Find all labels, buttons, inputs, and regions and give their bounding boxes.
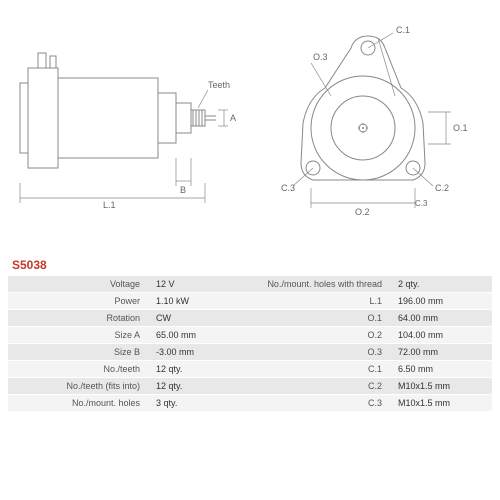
spec-label: Power bbox=[8, 293, 148, 310]
spec-value: 1.10 kW bbox=[148, 293, 250, 310]
spec-label: C.3 bbox=[250, 395, 390, 412]
dim-b-label: B bbox=[180, 185, 186, 195]
spec-label: Rotation bbox=[8, 310, 148, 327]
spec-label: Voltage bbox=[8, 276, 148, 293]
spec-value: CW bbox=[148, 310, 250, 327]
table-row: Size B-3.00 mmO.372.00 mm bbox=[8, 344, 492, 361]
dim-o2-label: O.2 bbox=[355, 207, 370, 217]
spec-value: 72.00 mm bbox=[390, 344, 492, 361]
dim-a-label: A bbox=[230, 113, 236, 123]
table-row: No./teeth (fits into)12 qty.C.2M10x1.5 m… bbox=[8, 378, 492, 395]
spec-label: O.1 bbox=[250, 310, 390, 327]
dim-o3-label: O.3 bbox=[313, 52, 328, 62]
table-row: No./teeth12 qty.C.16.50 mm bbox=[8, 361, 492, 378]
spec-value: 12 qty. bbox=[148, 361, 250, 378]
spec-label: No./teeth (fits into) bbox=[8, 378, 148, 395]
table-row: Size A65.00 mmO.2104.00 mm bbox=[8, 327, 492, 344]
spec-value: 104.00 mm bbox=[390, 327, 492, 344]
spec-label: Size B bbox=[8, 344, 148, 361]
spec-value: M10x1.5 mm bbox=[390, 378, 492, 395]
front-view-diagram: O.3 O.1 O.2 C.1 C.2 C.3 C.3 bbox=[253, 8, 493, 248]
spec-label: No./mount. holes bbox=[8, 395, 148, 412]
spec-value: 2 qty. bbox=[390, 276, 492, 293]
side-view-diagram: Teeth A B L.1 bbox=[8, 8, 248, 248]
dim-c1-label: C.1 bbox=[396, 25, 410, 35]
dim-o1-label: O.1 bbox=[453, 123, 468, 133]
spec-label: C.1 bbox=[250, 361, 390, 378]
spec-value: 65.00 mm bbox=[148, 327, 250, 344]
spec-label: Size A bbox=[8, 327, 148, 344]
spec-label: O.3 bbox=[250, 344, 390, 361]
table-row: Voltage12 VNo./mount. holes with thread2… bbox=[8, 276, 492, 293]
spec-value: 3 qty. bbox=[148, 395, 250, 412]
part-number: S5038 bbox=[8, 256, 492, 276]
table-row: Power1.10 kWL.1196.00 mm bbox=[8, 293, 492, 310]
table-row: RotationCWO.164.00 mm bbox=[8, 310, 492, 327]
spec-value: 196.00 mm bbox=[390, 293, 492, 310]
spec-label: O.2 bbox=[250, 327, 390, 344]
dim-c2-label: C.2 bbox=[435, 183, 449, 193]
spec-value: 6.50 mm bbox=[390, 361, 492, 378]
teeth-label: Teeth bbox=[208, 80, 230, 90]
spec-label: No./teeth bbox=[8, 361, 148, 378]
spec-label: L.1 bbox=[250, 293, 390, 310]
dim-l1-label: L.1 bbox=[103, 200, 116, 210]
spec-value: 12 V bbox=[148, 276, 250, 293]
dim-c3-right-label: C.3 bbox=[415, 199, 428, 208]
table-row: No./mount. holes3 qty.C.3M10x1.5 mm bbox=[8, 395, 492, 412]
spec-label: No./mount. holes with thread bbox=[250, 276, 390, 293]
technical-diagram: Teeth A B L.1 bbox=[8, 8, 492, 248]
spec-value: 64.00 mm bbox=[390, 310, 492, 327]
spec-label: C.2 bbox=[250, 378, 390, 395]
spec-value: 12 qty. bbox=[148, 378, 250, 395]
spec-value: -3.00 mm bbox=[148, 344, 250, 361]
dim-c3-left-label: C.3 bbox=[281, 183, 295, 193]
spec-table: Voltage12 VNo./mount. holes with thread2… bbox=[8, 276, 492, 412]
spec-value: M10x1.5 mm bbox=[390, 395, 492, 412]
